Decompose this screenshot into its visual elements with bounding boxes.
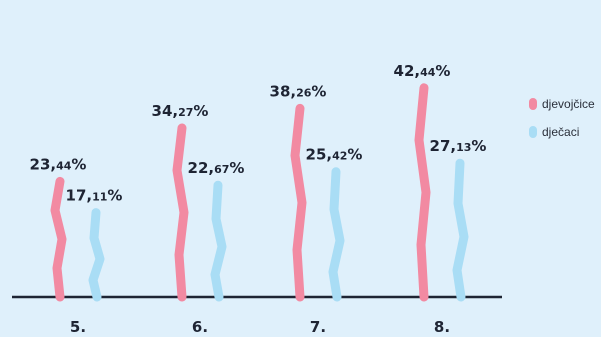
category-label-7: 7. bbox=[310, 318, 326, 336]
value-label-boys-5: 17,11% bbox=[66, 187, 123, 205]
value-label-boys-7: 25,42% bbox=[306, 146, 363, 164]
value-label-girls-5: 23,44% bbox=[30, 155, 87, 173]
value-label-boys-8: 27,13% bbox=[430, 137, 487, 155]
bar-boys-6 bbox=[210, 180, 227, 302]
value-label-girls-8: 42,44% bbox=[394, 62, 451, 80]
bar-girls-6 bbox=[172, 123, 189, 302]
bar-boys-5 bbox=[88, 208, 105, 302]
bar-girls-5 bbox=[50, 176, 67, 302]
bar-boys-8 bbox=[452, 158, 469, 302]
bar-girls-7 bbox=[290, 103, 307, 302]
category-label-5: 5. bbox=[70, 318, 86, 336]
value-label-girls-7: 38,26% bbox=[270, 82, 327, 100]
legend-swatch-boys bbox=[529, 126, 537, 138]
bar-boys-7 bbox=[328, 167, 345, 302]
legend-label-boys: dječaci bbox=[542, 125, 579, 139]
bar-girls-8 bbox=[414, 83, 431, 302]
category-label-6: 6. bbox=[192, 318, 208, 336]
value-label-boys-6: 22,67% bbox=[188, 159, 245, 177]
legend-swatch-girls bbox=[529, 98, 537, 110]
value-label-girls-6: 34,27% bbox=[152, 102, 209, 120]
legend-label-girls: djevojčice bbox=[542, 97, 595, 111]
category-label-8: 8. bbox=[434, 318, 450, 336]
